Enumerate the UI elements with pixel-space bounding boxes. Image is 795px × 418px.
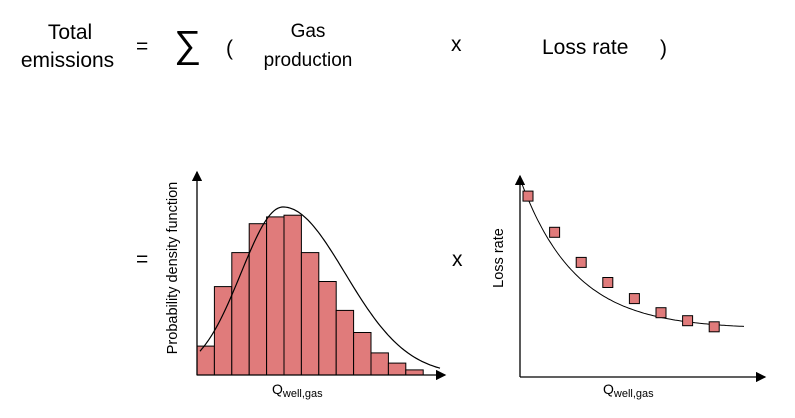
histogram-bar: [387, 362, 407, 376]
equals-sign-bottom: =: [136, 248, 149, 271]
times-sign-bottom: x: [452, 248, 463, 271]
gas-label-line1: Gas: [290, 21, 326, 42]
hist-y-label: Probability density function: [165, 182, 181, 355]
histogram-bar: [196, 345, 215, 376]
histogram-bar: [405, 369, 424, 376]
histogram-bar: [318, 281, 337, 376]
total-label-line1: Total: [47, 21, 93, 44]
gas-label-line2: production: [263, 50, 353, 71]
histogram-bars: [196, 214, 424, 376]
hist-x-label: Qwell,gas: [272, 381, 323, 400]
equals-sign-top: =: [136, 35, 149, 58]
hist-x-label-sub: well,gas: [282, 388, 323, 400]
times-sign-top: x: [451, 33, 462, 56]
paren-close: ): [660, 37, 667, 60]
histogram-bar: [283, 214, 302, 376]
total-label-line2: emissions: [20, 49, 115, 72]
paren-open: (: [226, 37, 233, 60]
histogram-bar: [335, 309, 355, 376]
histogram-bar: [300, 252, 320, 376]
histogram-bar: [266, 216, 285, 376]
pdf-curve: [199, 206, 441, 369]
sigma-symbol: ∑: [174, 24, 202, 66]
histogram-bar: [353, 332, 372, 376]
loss-rate-label: Loss rate: [542, 36, 629, 59]
hist-x-label-main: Q: [272, 381, 283, 397]
histogram-bar: [370, 352, 389, 376]
histogram-bar: [231, 252, 250, 376]
